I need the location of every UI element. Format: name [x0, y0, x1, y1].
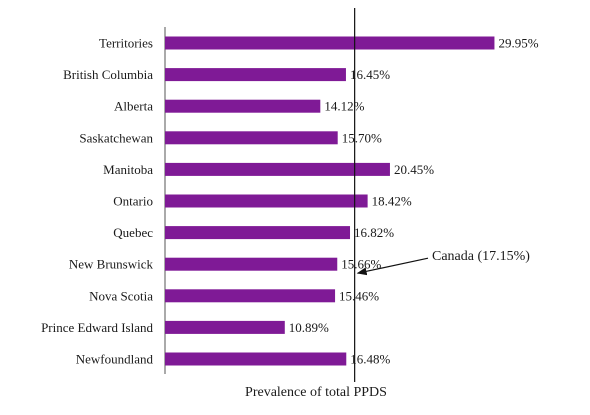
data-label-prince-edward-island: 10.89%	[289, 320, 329, 335]
bar-prince-edward-island	[165, 320, 285, 334]
bar-saskatchewan	[165, 131, 338, 145]
tick-label-territories: Territories	[99, 36, 153, 51]
canada-annotation: Canada (17.15%)	[432, 249, 530, 264]
data-label-manitoba: 20.45%	[394, 162, 434, 177]
tick-label-saskatchewan: Saskatchewan	[79, 130, 153, 145]
data-label-territories: 29.95%	[498, 36, 538, 51]
tick-label-alberta: Alberta	[114, 99, 153, 114]
tick-label-new-brunswick: New Brunswick	[69, 257, 154, 272]
bar-alberta	[165, 99, 321, 113]
bar-newfoundland	[165, 352, 347, 366]
bar-manitoba	[165, 162, 390, 176]
tick-label-quebec: Quebec	[113, 225, 153, 240]
data-label-new-brunswick: 15.66%	[341, 257, 381, 272]
tick-label-ontario: Ontario	[113, 194, 153, 209]
bar-british-columbia	[165, 68, 346, 82]
data-label-newfoundland: 16.48%	[350, 352, 390, 367]
data-label-saskatchewan: 15.70%	[342, 130, 382, 145]
data-label-nova-scotia: 15.46%	[339, 288, 379, 303]
data-label-quebec: 16.82%	[354, 225, 394, 240]
data-label-alberta: 14.12%	[324, 99, 364, 114]
tick-label-nova-scotia: Nova Scotia	[89, 288, 153, 303]
tick-label-manitoba: Manitoba	[103, 162, 153, 177]
tick-label-british-columbia: British Columbia	[63, 67, 153, 82]
annotation-arrow	[356, 257, 429, 276]
tick-label-newfoundland: Newfoundland	[76, 352, 154, 367]
bar-quebec	[165, 226, 351, 240]
data-label-british-columbia: 16.45%	[350, 67, 390, 82]
x-axis-label: Prevalence of total PPDS	[245, 385, 387, 400]
bar-territories	[165, 36, 495, 50]
tick-label-prince-edward-island: Prince Edward Island	[41, 320, 153, 335]
bar-nova-scotia	[165, 289, 336, 303]
bar-ontario	[165, 194, 368, 208]
data-label-ontario: 18.42%	[372, 194, 412, 209]
bar-new-brunswick	[165, 257, 338, 271]
